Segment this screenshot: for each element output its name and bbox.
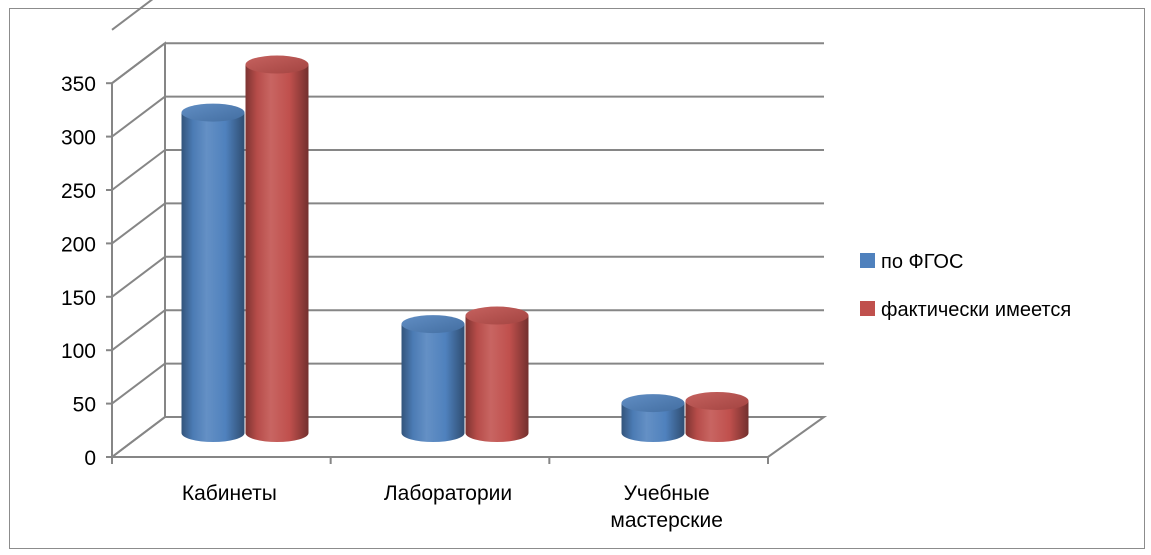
bar-top (401, 315, 465, 334)
bar-body (181, 112, 245, 442)
gridline-diagonal (111, 256, 166, 298)
bar-body (621, 403, 685, 442)
gridline-diagonal (111, 309, 166, 351)
x-tick-label: мастерские (610, 509, 722, 532)
chart-side-wall (111, 41, 166, 460)
bar-top (621, 394, 685, 413)
gridline-diagonal (111, 0, 154, 31)
legend-swatch (860, 301, 875, 316)
y-tick-label: 50 (73, 394, 96, 417)
bar-body (245, 64, 309, 442)
gridline-diagonal (111, 95, 166, 138)
y-tick-label: 300 (61, 127, 96, 150)
bar (181, 103, 245, 442)
legend-swatch (860, 253, 875, 268)
gridline-diagonal (111, 149, 166, 191)
gridline-diagonal (111, 202, 166, 245)
legend: по ФГОС фактически имеется (860, 251, 1071, 321)
bar (465, 306, 529, 442)
x-tick-label: Кабинеты (182, 482, 277, 505)
bar-top (465, 306, 529, 325)
legend-label: по ФГОС (881, 251, 963, 273)
y-tick-label: 200 (61, 233, 96, 256)
gridline-diagonal (111, 42, 166, 84)
bar-body (685, 400, 749, 442)
bar (685, 391, 749, 442)
bar (621, 394, 685, 442)
gridline-diagonal (111, 362, 166, 405)
legend-label: фактически имеется (881, 299, 1071, 321)
bar-body (465, 315, 529, 442)
y-tick-label: 350 (61, 73, 96, 96)
y-tick-label: 250 (61, 180, 96, 203)
y-tick-label: 100 (61, 340, 96, 363)
y-tick-label: 0 (84, 447, 96, 470)
bar (401, 315, 465, 442)
bar-top (685, 391, 749, 410)
x-tick-label: Учебные (624, 482, 710, 505)
bar-top (245, 55, 309, 74)
bar-body (401, 324, 465, 442)
bar-top (181, 103, 245, 122)
y-tick-label: 150 (61, 287, 96, 310)
x-tick-label: Лаборатории (384, 482, 512, 505)
bar (245, 55, 309, 442)
